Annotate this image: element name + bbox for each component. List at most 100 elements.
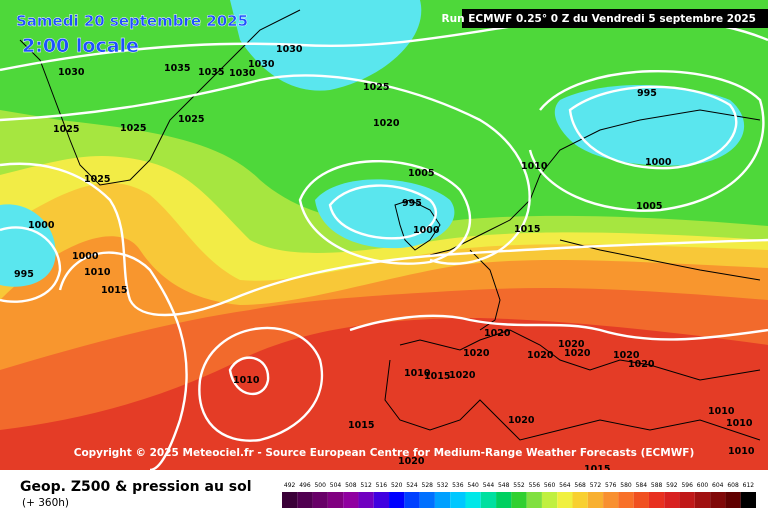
legend-label: 536 xyxy=(452,482,464,489)
legend-label: 560 xyxy=(544,482,556,489)
isobar-label: 1010 xyxy=(84,267,111,278)
isobar-label: 1020 xyxy=(508,415,535,426)
legend-swatch xyxy=(541,492,558,508)
coastlines xyxy=(19,9,761,441)
isobar-label: 1000 xyxy=(72,251,99,262)
legend-label: 500 xyxy=(314,482,326,489)
legend-swatch xyxy=(557,492,573,508)
legend-swatch xyxy=(312,492,328,508)
isobar-label: 1025 xyxy=(178,114,204,125)
legend-label: 572 xyxy=(590,482,602,489)
legend-label: 568 xyxy=(574,482,586,489)
legend-label: 528 xyxy=(422,482,434,489)
isobar-label: 995 xyxy=(637,88,657,99)
isobar-label: 1015 xyxy=(101,285,127,296)
isobar-label: 1015 xyxy=(584,464,610,475)
legend-label: 520 xyxy=(391,482,403,489)
isobar-label: 1020 xyxy=(484,328,511,339)
isobar-label: 995 xyxy=(14,269,34,280)
legend-swatch xyxy=(343,492,359,508)
legend-swatch xyxy=(282,492,298,508)
legend-swatch xyxy=(297,492,313,508)
isobar-label: 1000 xyxy=(413,225,440,236)
legend-label: 508 xyxy=(345,482,357,489)
legend-swatch xyxy=(603,492,619,508)
legend-label: 556 xyxy=(529,482,541,489)
legend-label: 512 xyxy=(360,482,372,489)
legend-label: 576 xyxy=(605,482,617,489)
legend-swatch xyxy=(725,492,741,508)
legend-swatch xyxy=(480,492,497,508)
legend-label: 604 xyxy=(712,482,724,489)
legend-swatch xyxy=(633,492,649,508)
legend-swatch xyxy=(679,492,695,508)
footer-title: Geop. Z500 & pression au sol xyxy=(20,479,252,495)
forecast-date: Samedi 20 septembre 2025 xyxy=(16,12,248,30)
isobar-label: 1000 xyxy=(645,157,672,168)
color-legend: 492 496 500 504 508 512 516 520 524 528 532 536 540 5… xyxy=(282,482,756,508)
legend-swatch xyxy=(404,492,420,508)
legend-swatch xyxy=(327,492,344,508)
legend-label: 532 xyxy=(437,482,449,489)
isobar-label: 1030 xyxy=(58,67,85,78)
isobar-label: 1025 xyxy=(120,123,146,134)
run-banner xyxy=(462,9,768,28)
legend-swatch xyxy=(618,492,634,508)
isobar-label: 1010 xyxy=(726,418,753,429)
legend-swatch xyxy=(511,492,527,508)
footer-subtitle: (+ 360h) xyxy=(22,497,69,509)
legend-label: 592 xyxy=(666,482,678,489)
isobar-label: 1020 xyxy=(613,350,640,361)
isobar-label: 1005 xyxy=(636,201,662,212)
isobar-label: 1020 xyxy=(564,348,591,359)
legend-swatch xyxy=(694,492,711,508)
legend-swatch xyxy=(526,492,542,508)
legend-label: 524 xyxy=(406,482,418,489)
legend-label: 580 xyxy=(620,482,632,489)
legend-swatch xyxy=(373,492,390,508)
isobar-label: 1025 xyxy=(53,124,79,135)
legend-label: 540 xyxy=(467,482,479,489)
isobar-label: 1015 xyxy=(514,224,540,235)
legend-label: 588 xyxy=(651,482,663,489)
legend-label: 492 xyxy=(284,482,296,489)
legend-swatch xyxy=(587,492,604,508)
legend-label: 548 xyxy=(498,482,510,489)
isobar-label: 1035 xyxy=(164,63,190,74)
isobar-label: 1020 xyxy=(449,370,476,381)
legend-swatch xyxy=(389,492,405,508)
legend-swatch xyxy=(434,492,451,508)
isobar-label: 1020 xyxy=(373,118,400,129)
isobar-label: 1020 xyxy=(463,348,490,359)
legend-swatch xyxy=(740,492,756,508)
isobar-label: 1005 xyxy=(408,168,434,179)
legend-label: 596 xyxy=(681,482,693,489)
legend-label: 608 xyxy=(727,482,739,489)
legend-label: 600 xyxy=(697,482,709,489)
legend-swatch xyxy=(358,492,374,508)
legend-label: 504 xyxy=(330,482,342,489)
isobar-label: 1030 xyxy=(229,68,256,79)
isobar-label: 1030 xyxy=(248,59,275,70)
legend-label: 552 xyxy=(513,482,525,489)
legend-swatch xyxy=(710,492,726,508)
isobar-label: 1030 xyxy=(276,44,303,55)
legend-swatch xyxy=(648,492,665,508)
legend-label: 612 xyxy=(743,482,755,489)
legend-label: 544 xyxy=(483,482,495,489)
isobar-label: 1020 xyxy=(558,339,585,350)
isobar-label: 1010 xyxy=(404,368,431,379)
isobar-label: 1010 xyxy=(708,406,735,417)
legend-swatch xyxy=(572,492,588,508)
isobar-label: 1015 xyxy=(348,420,374,431)
legend-swatch xyxy=(496,492,512,508)
legend-swatch xyxy=(450,492,466,508)
legend-label: 516 xyxy=(376,482,388,489)
forecast-time: 2:00 locale xyxy=(22,35,139,57)
isobar-label: 995 xyxy=(402,198,422,209)
isobar-label: 1020 xyxy=(527,350,554,361)
isobar-label: 1010 xyxy=(233,375,260,386)
legend-label: 496 xyxy=(299,482,311,489)
